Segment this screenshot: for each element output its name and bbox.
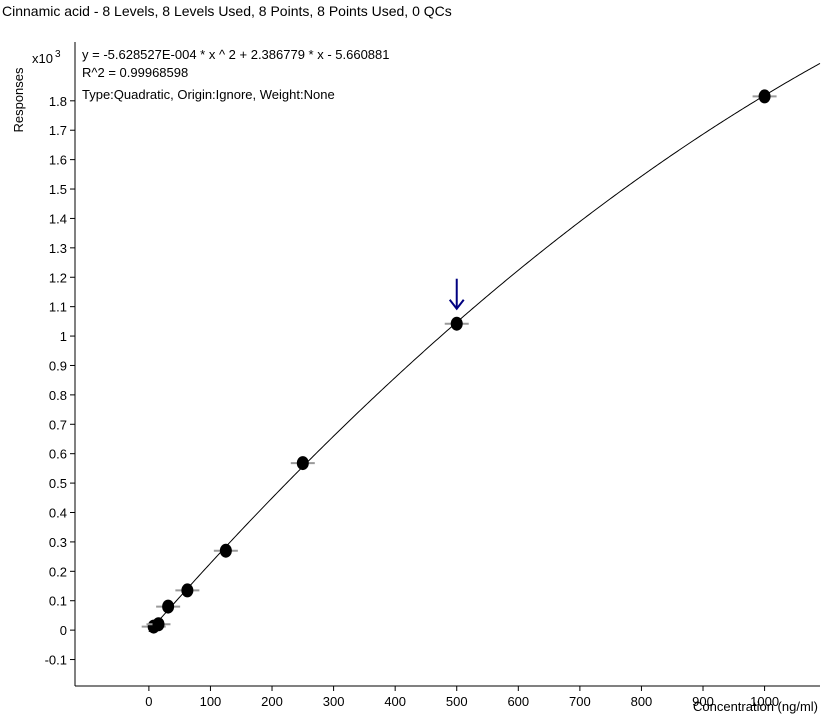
y-tick-label: 0.6 <box>49 447 67 462</box>
y-tick-label: 0.1 <box>49 594 67 609</box>
data-point <box>156 599 181 614</box>
y-tick-label: 1.1 <box>49 300 67 315</box>
y-tick-label: 1 <box>60 329 67 344</box>
fit-curve <box>148 62 821 633</box>
y-tick-label: 1.7 <box>49 123 67 138</box>
x-tick-label: 1000 <box>750 694 779 709</box>
y-multiplier: x10 3 <box>32 49 61 66</box>
point-marker <box>296 456 309 471</box>
y-tick-label: 0.3 <box>49 535 67 550</box>
y-tick-label: 0.4 <box>49 506 67 521</box>
x-tick-label: 600 <box>507 694 529 709</box>
x-tick-label: 200 <box>261 694 283 709</box>
data-point <box>146 617 171 632</box>
x-tick-label: 800 <box>631 694 653 709</box>
axes <box>74 42 820 687</box>
point-marker <box>181 583 194 598</box>
x-tick-label: 100 <box>200 694 222 709</box>
x-axis-ticks: 0 100 200 300 400 500 600 700 800 900 1000 <box>145 686 779 709</box>
y-tick-label: 1.4 <box>49 211 67 226</box>
y-tick-label: 1.5 <box>49 182 67 197</box>
data-point <box>213 543 238 558</box>
point-marker <box>450 316 463 331</box>
y-tick-label: 0.9 <box>49 358 67 373</box>
y-tick-label: 0.8 <box>49 388 67 403</box>
fit-type: Type:Quadratic, Origin:Ignore, Weight:No… <box>82 87 335 102</box>
y-tick-label: 0.5 <box>49 476 67 491</box>
y-tick-label: 1.8 <box>49 94 67 109</box>
data-point <box>290 456 315 471</box>
x-tick-label: 900 <box>692 694 714 709</box>
arrow-head <box>448 299 465 311</box>
y-tick-label: 0.2 <box>49 564 67 579</box>
point-marker <box>162 599 175 614</box>
point-marker <box>152 617 165 632</box>
x-tick-label: 700 <box>569 694 591 709</box>
y-axis-label: Responses <box>11 67 26 133</box>
y-tick-label: 1.6 <box>49 153 67 168</box>
y-tick-label: 1.2 <box>49 270 67 285</box>
y-tick-label: 0 <box>60 623 67 638</box>
x-tick-label: 0 <box>145 694 152 709</box>
r-squared: R^2 = 0.99968598 <box>82 65 188 80</box>
x-tick-label: 300 <box>323 694 345 709</box>
x-tick-label: 500 <box>446 694 468 709</box>
point-marker <box>758 89 771 104</box>
y-tick-label: 0.7 <box>49 417 67 432</box>
y-tick-label: -0.1 <box>45 653 67 668</box>
y-axis-ticks: -0.1 0 0.1 0.2 0.3 0.4 0.5 0.6 0.7 0.8 0.9 1 1.1 1.2 1… <box>45 94 75 668</box>
x-tick-label: 400 <box>384 694 406 709</box>
data-point <box>752 89 777 104</box>
point-marker <box>219 543 232 558</box>
y-tick-label: 1.3 <box>49 241 67 256</box>
data-points <box>141 89 777 634</box>
data-point <box>444 316 469 331</box>
data-point <box>175 583 200 598</box>
fit-equation: y = -5.628527E-004 * x ^ 2 + 2.386779 * … <box>82 47 390 62</box>
chart-title: Cinnamic acid - 8 Levels, 8 Levels Used,… <box>2 3 452 19</box>
x-axis-label: Concentration (ng/ml) <box>693 699 818 714</box>
highlight-arrow-icon <box>448 278 465 311</box>
